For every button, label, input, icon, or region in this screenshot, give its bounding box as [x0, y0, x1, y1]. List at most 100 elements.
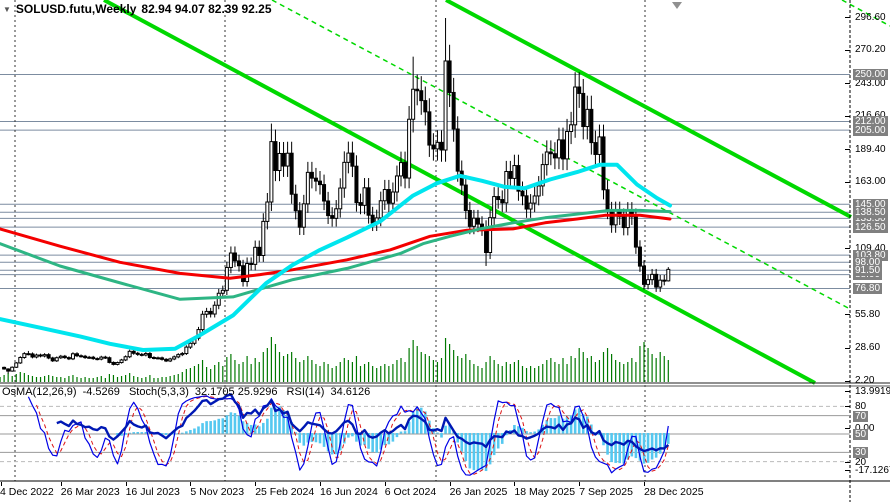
candle-body [512, 165, 517, 179]
date-tick [514, 482, 516, 486]
candle-body [277, 152, 282, 172]
candle-body [354, 165, 359, 204]
candle-body [313, 177, 318, 182]
candle-body [342, 161, 347, 189]
candle-body [540, 164, 545, 187]
price-level-badge: 250.00 [853, 69, 888, 81]
price-level-badge: 138.50 [853, 206, 888, 218]
axis-tick [845, 115, 850, 117]
date-label: 16 Jun 2024 [320, 486, 378, 498]
candle-body [265, 201, 270, 222]
candle-body [467, 210, 472, 227]
rsi-line [56, 393, 670, 453]
indicator-axis-label: 80 [855, 400, 867, 412]
candle-body [548, 151, 553, 155]
candle-body [232, 252, 237, 262]
candle-body [281, 152, 286, 167]
price-axis-label: 270.20 [855, 44, 886, 56]
candle-body [228, 252, 233, 268]
price-level-badge: 133.50 [853, 212, 888, 224]
axis-tick [845, 406, 850, 407]
candle-body [212, 304, 217, 315]
candle-body [54, 357, 59, 362]
date-tick [0, 482, 2, 486]
axis-tick [845, 380, 850, 382]
candle-body [147, 353, 152, 358]
date-label: 26 Mar 2023 [60, 486, 120, 498]
candle-body [407, 118, 412, 179]
indicator-label-row: OsMA(12,26,9) -4.5269 Stoch(5,3,3) 32.1705… [2, 386, 376, 398]
candle-body [305, 171, 310, 205]
axis-tick [845, 83, 850, 85]
candle-body [552, 153, 557, 159]
date-tick [60, 482, 62, 486]
candle-body [204, 310, 209, 315]
candle-body [99, 356, 104, 360]
candle-body [297, 210, 302, 228]
stoch-signal-line [36, 395, 669, 475]
candle-body [318, 180, 322, 186]
candle-body [200, 313, 205, 331]
trend-line [445, 0, 852, 219]
candle-body [58, 355, 63, 359]
time-axis[interactable]: 4 Dec 2022 26 Mar 2023 16 Jul 2023 5 Nov 20… [0, 482, 890, 502]
candle-body [160, 357, 165, 360]
candle-body [536, 185, 541, 197]
candle-body [646, 279, 651, 285]
candle-body [573, 86, 578, 126]
candle-body [500, 199, 505, 204]
date-label: 26 Jan 2025 [449, 486, 508, 498]
ma-seagreen [0, 208, 672, 301]
candle-body [131, 350, 136, 354]
price-axis-label: 296.60 [855, 11, 886, 23]
candle-body [378, 200, 383, 219]
axis-tick [845, 181, 850, 183]
stoch-name: Stoch(5,3,3) [128, 386, 189, 398]
candle-body [386, 189, 391, 204]
candle-body [475, 217, 480, 225]
candle-body [42, 354, 47, 357]
candle-body [419, 90, 424, 102]
candle-body [399, 162, 403, 177]
date-label: 28 Dec 2025 [644, 486, 704, 498]
price-axis-label: 109.40 [855, 242, 886, 254]
candle-body [508, 170, 513, 179]
candle-body [516, 165, 521, 192]
candle-body [496, 196, 501, 201]
candle-body [301, 203, 306, 228]
candle-body [269, 141, 274, 203]
price-level-badge: 76.80 [853, 282, 883, 294]
chart-title: ▼ SOLUSD.futu,Weekly 82.94 94.07 82.39 9… [3, 2, 272, 16]
candle-body [633, 216, 638, 248]
price-level-badge: 145.00 [853, 198, 888, 210]
candle-body [621, 216, 626, 229]
candle-body [249, 263, 254, 266]
price-axis[interactable]: 296.60 270.20 243.00 216.60 189.40 163.00 109.… [845, 0, 890, 481]
price-level-badge: 205.00 [853, 124, 888, 136]
candle-body [484, 227, 489, 254]
axis-tick [845, 347, 850, 349]
candle-body [581, 92, 586, 128]
axis-tick [845, 149, 850, 151]
candle-body [394, 175, 399, 193]
candle-body [435, 141, 440, 150]
date-tick [384, 482, 386, 486]
candle-body [253, 246, 258, 265]
candle-body [322, 184, 327, 202]
candle-body [62, 355, 67, 359]
candle-body [245, 263, 250, 283]
candle-body [597, 136, 602, 155]
osma-name: OsMA(12,26,9) [2, 386, 77, 398]
down-arrow-marker [672, 2, 682, 9]
osma-value: -4.5269 [82, 386, 120, 398]
candle-body [14, 362, 19, 368]
axis-tick [845, 462, 850, 463]
symbol-dropdown-icon[interactable]: ▼ [3, 4, 11, 14]
candle-body [30, 353, 35, 358]
candle-body [613, 209, 618, 226]
candle-body [362, 187, 367, 206]
candle-body [447, 60, 452, 93]
candle-body [370, 214, 375, 224]
date-label: 18 May 2025 [514, 486, 576, 498]
